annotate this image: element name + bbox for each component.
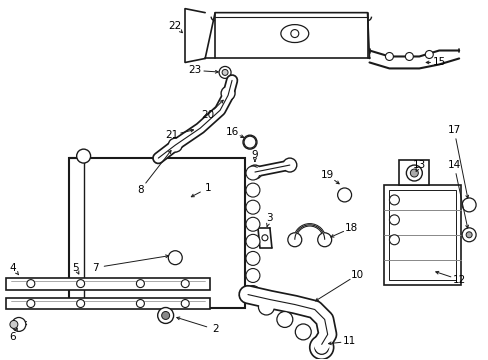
Circle shape — [245, 269, 260, 283]
Text: 16: 16 — [225, 127, 238, 137]
Circle shape — [282, 158, 296, 172]
Circle shape — [221, 86, 235, 100]
Circle shape — [244, 136, 255, 148]
Text: 8: 8 — [137, 185, 143, 195]
Circle shape — [247, 165, 262, 179]
Circle shape — [409, 169, 417, 177]
Circle shape — [461, 228, 475, 242]
Circle shape — [385, 53, 393, 60]
Circle shape — [162, 311, 169, 319]
Bar — [6, 278, 210, 289]
Text: 11: 11 — [342, 336, 355, 346]
Text: 19: 19 — [321, 170, 334, 180]
Text: 14: 14 — [447, 160, 460, 170]
Circle shape — [245, 285, 260, 300]
Bar — [388, 190, 455, 280]
Circle shape — [243, 135, 256, 149]
Circle shape — [262, 235, 267, 241]
Circle shape — [168, 251, 182, 265]
Circle shape — [77, 300, 84, 307]
Circle shape — [388, 195, 399, 205]
Circle shape — [168, 138, 182, 152]
Circle shape — [245, 251, 260, 265]
Circle shape — [295, 324, 310, 340]
Circle shape — [245, 200, 260, 214]
Circle shape — [309, 336, 333, 359]
Text: 9: 9 — [251, 150, 258, 160]
Circle shape — [27, 300, 35, 307]
Text: 10: 10 — [350, 270, 364, 280]
Text: 20: 20 — [201, 110, 214, 120]
Circle shape — [245, 166, 260, 180]
Circle shape — [465, 232, 471, 238]
Circle shape — [425, 50, 432, 58]
Circle shape — [27, 280, 35, 288]
Text: 21: 21 — [165, 130, 179, 140]
Circle shape — [10, 320, 18, 328]
Bar — [399, 160, 428, 185]
Circle shape — [245, 217, 260, 231]
Circle shape — [388, 215, 399, 225]
Text: 23: 23 — [188, 66, 202, 76]
Circle shape — [313, 336, 329, 352]
Circle shape — [245, 234, 260, 248]
Text: 17: 17 — [447, 125, 460, 135]
Text: 22: 22 — [168, 21, 182, 31]
Circle shape — [222, 69, 227, 75]
Circle shape — [219, 67, 230, 78]
Circle shape — [12, 318, 26, 332]
Bar — [384, 185, 460, 285]
Text: 18: 18 — [344, 223, 358, 233]
Text: 3: 3 — [266, 213, 273, 223]
Bar — [6, 298, 210, 310]
Circle shape — [287, 233, 301, 247]
Circle shape — [317, 233, 331, 247]
Text: 2: 2 — [211, 324, 218, 334]
Circle shape — [77, 280, 84, 288]
Ellipse shape — [280, 24, 308, 42]
Circle shape — [136, 280, 144, 288]
Circle shape — [245, 183, 260, 197]
Text: 6: 6 — [10, 332, 16, 342]
Text: 15: 15 — [432, 58, 445, 67]
Text: 5: 5 — [72, 263, 79, 273]
Circle shape — [406, 165, 422, 181]
Circle shape — [388, 235, 399, 245]
Circle shape — [258, 299, 274, 315]
Circle shape — [276, 311, 292, 328]
Circle shape — [157, 307, 173, 323]
Circle shape — [77, 149, 90, 163]
Circle shape — [337, 188, 351, 202]
Circle shape — [461, 198, 475, 212]
Circle shape — [405, 53, 412, 60]
Circle shape — [314, 340, 328, 354]
Text: 12: 12 — [451, 275, 465, 285]
Text: 13: 13 — [412, 160, 425, 170]
Text: 7: 7 — [92, 263, 99, 273]
Circle shape — [240, 287, 255, 302]
Text: 1: 1 — [204, 183, 211, 193]
Circle shape — [181, 300, 189, 307]
Circle shape — [181, 280, 189, 288]
Text: 4: 4 — [10, 263, 16, 273]
Circle shape — [136, 300, 144, 307]
Bar — [68, 158, 244, 307]
Circle shape — [290, 30, 298, 37]
